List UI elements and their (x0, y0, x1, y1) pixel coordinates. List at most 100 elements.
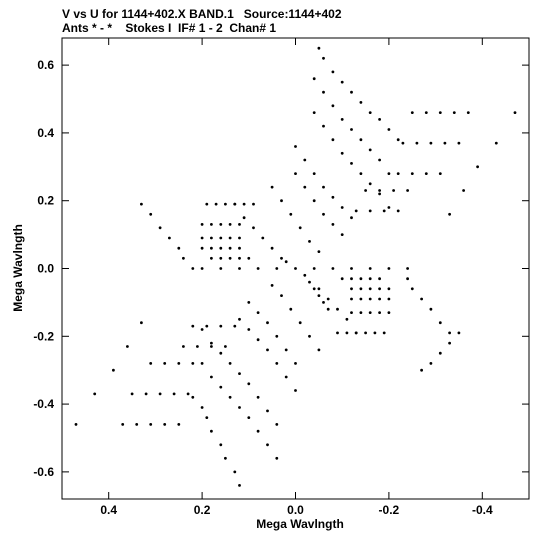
data-point (200, 267, 204, 270)
data-point (340, 118, 344, 121)
data-point (322, 90, 325, 94)
data-point (233, 470, 237, 474)
data-point (228, 395, 232, 399)
data-point (149, 212, 153, 216)
data-point (378, 277, 381, 281)
data-point (396, 138, 400, 142)
data-point (228, 236, 232, 240)
data-point (443, 141, 447, 145)
data-point (294, 172, 297, 176)
data-point (280, 294, 283, 297)
data-point (275, 267, 279, 270)
data-point (233, 202, 237, 206)
data-point (200, 328, 204, 331)
data-point (144, 392, 148, 396)
data-point (294, 362, 297, 365)
data-point (252, 202, 255, 206)
data-point (387, 297, 391, 301)
data-point (345, 317, 349, 321)
data-point (406, 277, 409, 281)
y-tick-label: 0.4 (37, 126, 54, 140)
data-point (350, 297, 353, 301)
data-point (448, 341, 451, 345)
data-point (210, 236, 213, 240)
data-point (210, 345, 213, 348)
data-point (210, 375, 213, 379)
data-point (163, 423, 167, 426)
data-point (317, 46, 321, 50)
data-point (275, 423, 279, 426)
data-point (457, 331, 461, 335)
data-point (186, 392, 190, 396)
data-point (410, 172, 414, 176)
data-point (317, 250, 321, 254)
data-point (387, 287, 391, 291)
data-point (354, 331, 358, 335)
data-point (294, 267, 297, 270)
data-point (331, 223, 335, 226)
data-point (364, 189, 367, 192)
data-point (359, 101, 363, 104)
data-point (182, 256, 185, 260)
data-point (219, 324, 223, 328)
data-point (415, 141, 419, 145)
data-point (270, 284, 274, 287)
data-point (266, 443, 269, 447)
data-point (270, 246, 274, 250)
data-point (266, 321, 269, 325)
data-point (345, 331, 349, 335)
data-point (275, 456, 279, 460)
data-point (378, 297, 381, 301)
data-point (219, 267, 223, 270)
data-point (238, 236, 241, 240)
data-point (219, 256, 223, 260)
x-tick-label: -0.2 (379, 503, 400, 517)
data-point (368, 182, 372, 186)
y-axis-ticks: 0.6 0.4 0.2 0.0 -0.2 -0.4 -0.6 (33, 58, 529, 479)
data-point (317, 294, 321, 297)
chart-subtitle: Ants * - * Stokes I IF# 1 - 2 Chan# 1 (62, 21, 277, 35)
data-point (308, 240, 311, 243)
data-point (373, 331, 377, 335)
data-point (158, 226, 162, 230)
data-point (140, 202, 143, 206)
data-point (312, 172, 316, 176)
data-point (350, 128, 353, 131)
x-tick-label: 0.2 (194, 503, 211, 517)
data-point (191, 324, 195, 328)
data-point (387, 206, 391, 209)
data-point (214, 202, 218, 206)
data-point (126, 345, 129, 348)
data-point (205, 202, 209, 206)
data-point (266, 348, 269, 352)
data-point (350, 311, 353, 314)
data-point (191, 362, 195, 365)
data-point (210, 341, 213, 345)
data-point (228, 256, 232, 260)
data-point (331, 195, 335, 199)
data-point (396, 209, 400, 213)
data-point (294, 145, 297, 148)
data-point (429, 307, 433, 311)
data-point (326, 307, 330, 311)
data-point (410, 111, 414, 114)
data-point (378, 158, 381, 162)
data-point (140, 321, 143, 325)
data-point (322, 124, 325, 128)
data-point (382, 331, 386, 335)
data-point (242, 202, 246, 206)
data-point (228, 246, 232, 250)
data-point (200, 223, 204, 226)
data-point (93, 392, 97, 396)
data-point (172, 392, 176, 396)
data-point (135, 423, 139, 426)
data-point (448, 331, 451, 335)
data-point (387, 128, 391, 131)
data-point (322, 56, 325, 60)
data-point (368, 209, 372, 213)
data-point (312, 199, 316, 203)
y-tick-label: -0.2 (33, 329, 54, 343)
data-point (210, 256, 213, 260)
data-point (219, 223, 223, 226)
